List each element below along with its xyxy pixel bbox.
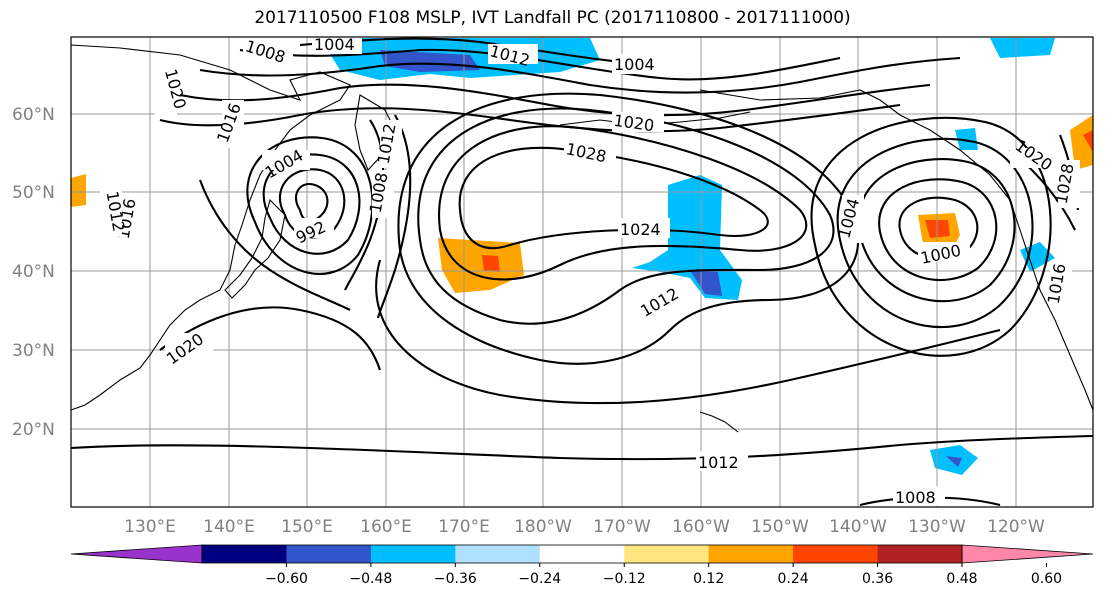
fill-region-red-170e bbox=[482, 255, 500, 272]
colorbar-swatch bbox=[624, 545, 710, 563]
fill-region-darkblue-hawaii bbox=[946, 456, 962, 467]
colorbar-extend-low bbox=[70, 544, 203, 564]
low-1000 bbox=[262, 153, 361, 255]
fill-region-north-darkblue bbox=[380, 50, 480, 72]
coast-hawaii bbox=[699, 411, 739, 433]
colorbar-swatch bbox=[202, 545, 287, 563]
low-1012-east bbox=[836, 137, 1034, 329]
colorbar-swatch bbox=[793, 545, 879, 563]
map-frame bbox=[70, 36, 1094, 508]
contour-1020-west bbox=[159, 306, 381, 371]
fill-region-red-coast bbox=[1083, 130, 1093, 152]
contour-1008-north bbox=[239, 48, 841, 81]
colorbar-swatch bbox=[370, 545, 456, 563]
lon-label-170w: 170°W bbox=[593, 517, 651, 537]
contour-label-1008-a: 1008 bbox=[243, 36, 288, 67]
colorbar-tick-label: −0.24 bbox=[518, 571, 561, 587]
low-1016-east bbox=[810, 116, 1052, 357]
contour-label-1004-b: 1004 bbox=[614, 55, 655, 74]
contour-label-group: 1004 1008 1012 1004 1020 1016 1004 992 1… bbox=[100, 34, 1080, 507]
latitude-labels: 60°N 50°N 40°N 30°N 20°N bbox=[12, 105, 55, 440]
colorbar: −0.60 −0.48 −0.36 −0.24 −0.12 0.12 0.24 0.36 0.4… bbox=[70, 544, 1094, 587]
lat-label-20n: 20°N bbox=[12, 420, 55, 440]
low-1004-east bbox=[878, 178, 998, 281]
colorbar-tick-label: −0.12 bbox=[603, 571, 646, 587]
contour-1020-north bbox=[159, 103, 901, 133]
coast-kamchatka bbox=[354, 94, 396, 172]
lat-label-30n: 30°N bbox=[12, 341, 55, 361]
fill-region-orange-coast bbox=[1070, 115, 1093, 170]
longitude-labels: 130°E 140°E 150°E 160°E 170°E 180°W 170°… bbox=[124, 517, 1045, 537]
lon-label-170e: 170°E bbox=[438, 517, 490, 537]
lat-label-50n: 50°N bbox=[12, 183, 55, 203]
low-1004 bbox=[246, 136, 374, 275]
colorbar-tick-label: −0.48 bbox=[349, 571, 392, 587]
mslp-contours bbox=[70, 37, 1094, 507]
contour-1016-west bbox=[199, 179, 351, 311]
contour-1020-mid bbox=[417, 107, 835, 325]
colorbar-swatch bbox=[539, 545, 625, 563]
contour-label-1012-e: 1012 bbox=[698, 453, 739, 472]
lon-label-150e: 150°E bbox=[281, 517, 333, 537]
lon-label-130w: 130°W bbox=[908, 517, 966, 537]
contour-label-1020-d: 1020 bbox=[1012, 136, 1056, 175]
contour-1012-north bbox=[199, 56, 961, 94]
contour-1012-mid bbox=[375, 259, 1001, 405]
colorbar-swatch bbox=[455, 545, 541, 563]
colorbar-frame bbox=[201, 544, 963, 564]
lon-label-160w: 160°W bbox=[672, 517, 730, 537]
contour-1016-mid bbox=[397, 92, 860, 365]
contour-label-1024: 1024 bbox=[620, 220, 661, 239]
colorbar-tick-label: 0.24 bbox=[778, 571, 809, 587]
colorbar-swatch bbox=[708, 545, 794, 563]
high-1024 bbox=[437, 125, 808, 281]
low-1008-east bbox=[857, 158, 1016, 303]
colorbar-tick-label: 0.60 bbox=[1031, 571, 1062, 587]
coast-alaska bbox=[699, 89, 1094, 411]
lon-label-130e: 130°E bbox=[124, 517, 176, 537]
fill-region-blue-coast bbox=[1020, 242, 1055, 272]
fill-region-orange-west bbox=[71, 174, 86, 207]
contour-label-1008-c: 1008 bbox=[895, 488, 936, 507]
high-1028 bbox=[458, 146, 769, 250]
contour-1012-low bbox=[70, 434, 1094, 461]
low-992-inner bbox=[294, 182, 329, 222]
colorbar-tick-label: 0.48 bbox=[946, 571, 977, 587]
colorbar-tick-label: −0.60 bbox=[265, 571, 308, 587]
fill-region-blue-kamchatka bbox=[955, 128, 978, 150]
lon-label-140e: 140°E bbox=[203, 517, 255, 537]
lat-label-40n: 40°N bbox=[12, 262, 55, 282]
colorbar-extend-high bbox=[961, 544, 1094, 564]
lat-label-60n: 60°N bbox=[12, 105, 55, 125]
colorbar-swatch bbox=[286, 545, 372, 563]
colorbar-swatch bbox=[877, 545, 963, 563]
map-title: 2017110500 F108 MSLP, IVT Landfall PC (2… bbox=[254, 8, 851, 28]
contour-label-1004-a: 1004 bbox=[314, 35, 355, 54]
lon-label-120w: 120°W bbox=[987, 517, 1045, 537]
colorbar-tick-label: −0.36 bbox=[434, 571, 477, 587]
lon-label-180w: 180°W bbox=[514, 517, 572, 537]
lon-label-150w: 150°W bbox=[751, 517, 809, 537]
colorbar-tick-label: 0.36 bbox=[862, 571, 893, 587]
lon-label-160e: 160°E bbox=[360, 517, 412, 537]
fill-region-blue-alaska bbox=[990, 38, 1055, 58]
fill-region-darkblue-160w bbox=[690, 270, 722, 296]
contour-1016-north bbox=[179, 83, 931, 117]
fill-region-blue-160w bbox=[632, 175, 742, 300]
lon-label-140w: 140°W bbox=[829, 517, 887, 537]
colorbar-tick-label: 0.12 bbox=[693, 571, 724, 587]
